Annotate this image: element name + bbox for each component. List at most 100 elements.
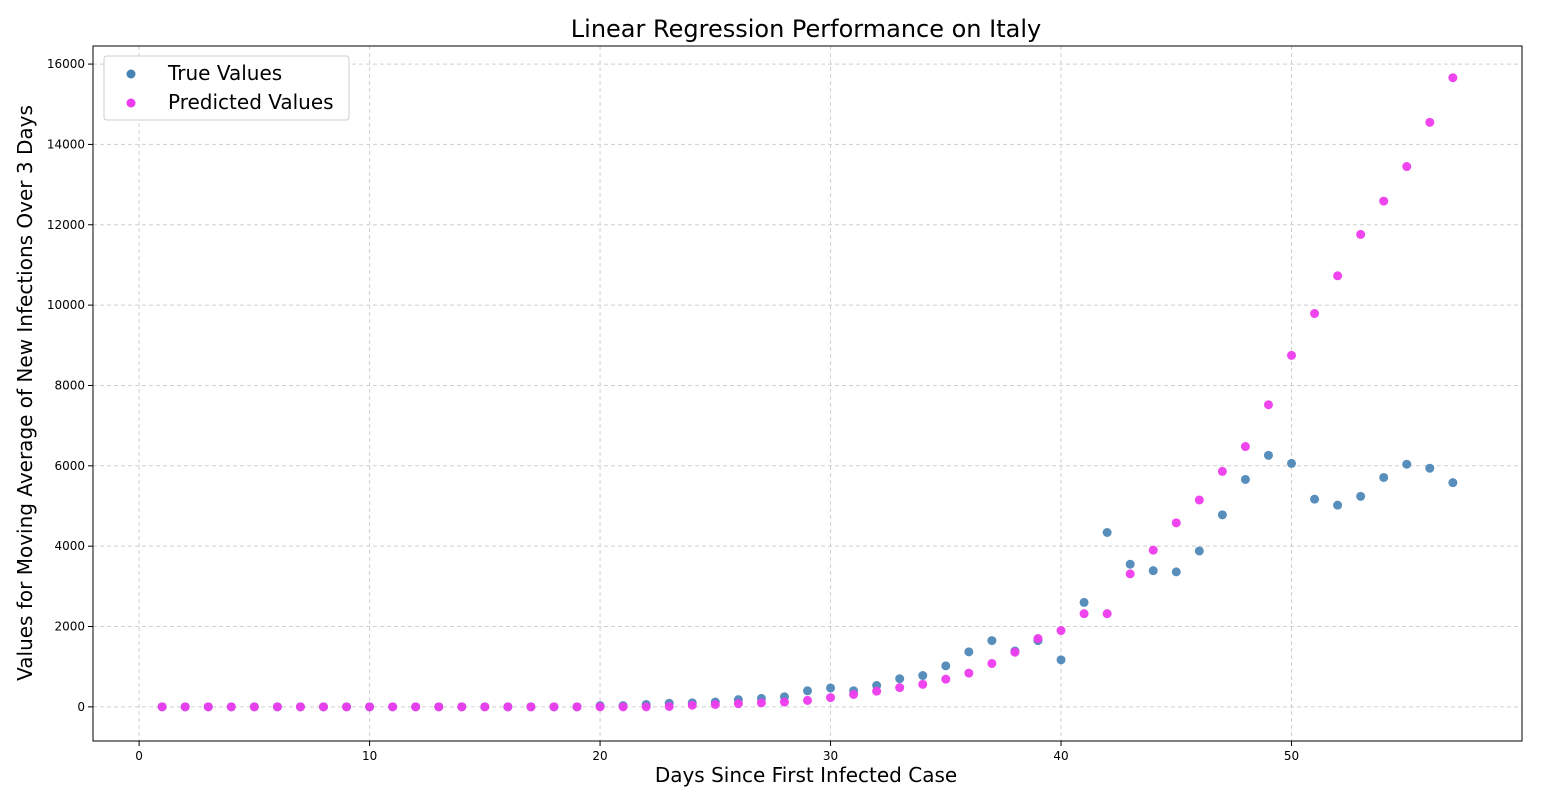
data-point-predicted-values (1148, 545, 1158, 555)
legend-marker-predicted-values (126, 98, 136, 108)
data-point-predicted-values (1102, 609, 1112, 619)
data-point-true-values (1263, 450, 1273, 460)
data-point-predicted-values (1010, 647, 1020, 657)
data-point-true-values (1102, 528, 1112, 537)
data-point-predicted-values (779, 697, 789, 707)
data-point-predicted-values (503, 702, 513, 712)
data-point-predicted-values (180, 702, 190, 712)
data-point-predicted-values (342, 702, 352, 712)
data-point-predicted-values (1379, 196, 1389, 206)
data-point-predicted-values (1356, 229, 1366, 239)
y-tick-label: 16000 (47, 57, 85, 71)
data-point-predicted-values (1425, 117, 1435, 127)
data-point-predicted-values (872, 686, 882, 696)
data-point-true-values (1240, 474, 1250, 484)
data-point-predicted-values (434, 702, 444, 712)
data-point-true-values (1171, 567, 1181, 577)
x-tick-label: 40 (1053, 749, 1068, 763)
data-point-true-values (826, 683, 836, 693)
data-point-predicted-values (803, 695, 812, 705)
data-point-predicted-values (572, 702, 582, 712)
data-point-predicted-values (526, 702, 536, 712)
data-point-predicted-values (664, 701, 674, 711)
data-point-predicted-values (457, 702, 467, 712)
x-tick-label: 30 (823, 749, 838, 763)
data-point-predicted-values (918, 679, 928, 689)
legend: True Values Predicted Values (103, 55, 350, 121)
data-point-predicted-values (641, 702, 651, 712)
data-point-predicted-values (595, 702, 605, 712)
data-point-true-values (1194, 546, 1204, 556)
data-point-predicted-values (318, 702, 328, 712)
x-tick-label: 10 (362, 749, 377, 763)
data-point-predicted-values (203, 702, 213, 712)
data-point-predicted-values (1217, 466, 1227, 476)
data-point-true-values (1333, 500, 1343, 510)
data-point-predicted-values (411, 702, 421, 712)
data-point-true-values (1056, 655, 1066, 665)
data-point-predicted-values (618, 702, 628, 712)
data-point-predicted-values (964, 668, 974, 678)
legend-label-predicted-values: Predicted Values (168, 90, 334, 114)
legend-box (103, 55, 350, 121)
data-point-predicted-values (1056, 626, 1066, 636)
data-point-true-values (1125, 559, 1135, 569)
chart-title: Linear Regression Performance on Italy (571, 15, 1041, 43)
data-point-predicted-values (987, 658, 997, 668)
x-tick-label: 50 (1284, 749, 1299, 763)
data-point-predicted-values (480, 702, 490, 712)
data-point-true-values (1425, 463, 1435, 473)
data-point-predicted-values (226, 702, 236, 712)
data-point-predicted-values (1402, 162, 1412, 172)
y-axis-label: Values for Moving Average of New Infecti… (13, 105, 37, 681)
x-tick-label: 0 (135, 749, 143, 763)
legend-marker-true-values (126, 69, 136, 79)
plot-frame (92, 45, 1523, 742)
data-point-predicted-values (1333, 271, 1343, 281)
data-point-predicted-values (1079, 609, 1089, 619)
legend-label-true-values: True Values (167, 61, 282, 85)
data-point-true-values (1287, 458, 1297, 468)
data-point-predicted-values (1287, 350, 1297, 360)
data-point-predicted-values (756, 698, 766, 708)
data-point-true-values (1217, 510, 1227, 520)
y-tick-label: 2000 (54, 620, 85, 634)
data-point-predicted-values (365, 702, 375, 712)
data-point-predicted-values (388, 702, 398, 712)
y-tick-label: 4000 (54, 539, 85, 553)
data-point-true-values (895, 674, 905, 684)
y-tick-label: 8000 (54, 378, 85, 392)
data-point-predicted-values (687, 700, 697, 710)
data-point-predicted-values (1448, 73, 1458, 83)
data-point-predicted-values (1194, 495, 1204, 505)
data-point-predicted-values (826, 693, 836, 703)
data-point-predicted-values (710, 699, 720, 709)
x-tick-label: 20 (592, 749, 607, 763)
y-tick-label: 12000 (47, 218, 85, 232)
data-point-true-values (918, 671, 928, 681)
y-tick-label: 6000 (54, 459, 85, 473)
data-point-predicted-values (733, 699, 743, 709)
y-tick-label: 0 (77, 700, 85, 714)
data-point-predicted-values (249, 702, 259, 712)
data-point-predicted-values (1171, 518, 1181, 528)
data-point-predicted-values (1263, 400, 1273, 410)
grid (93, 46, 1522, 741)
data-point-predicted-values (941, 674, 951, 684)
data-point-predicted-values (272, 702, 282, 712)
data-point-true-values (964, 647, 974, 657)
series-true-values (157, 450, 1458, 712)
data-point-true-values (941, 661, 951, 671)
x-axis-label: Days Since First Infected Case (655, 763, 957, 787)
data-point-true-values (1448, 478, 1458, 488)
data-point-predicted-values (1125, 569, 1135, 579)
data-point-true-values (1310, 494, 1320, 504)
data-point-true-values (803, 686, 812, 696)
axis-ticks: 0 10 20 30 40 50 0 2000 4000 6000 8000 10000 12000 14… (47, 57, 1299, 763)
y-tick-label: 10000 (47, 298, 85, 312)
data-point-true-values (1148, 566, 1158, 576)
data-point-predicted-values (849, 689, 859, 699)
data-point-predicted-values (1240, 442, 1250, 452)
data-point-predicted-values (549, 702, 559, 712)
data-point-true-values (1079, 597, 1089, 607)
